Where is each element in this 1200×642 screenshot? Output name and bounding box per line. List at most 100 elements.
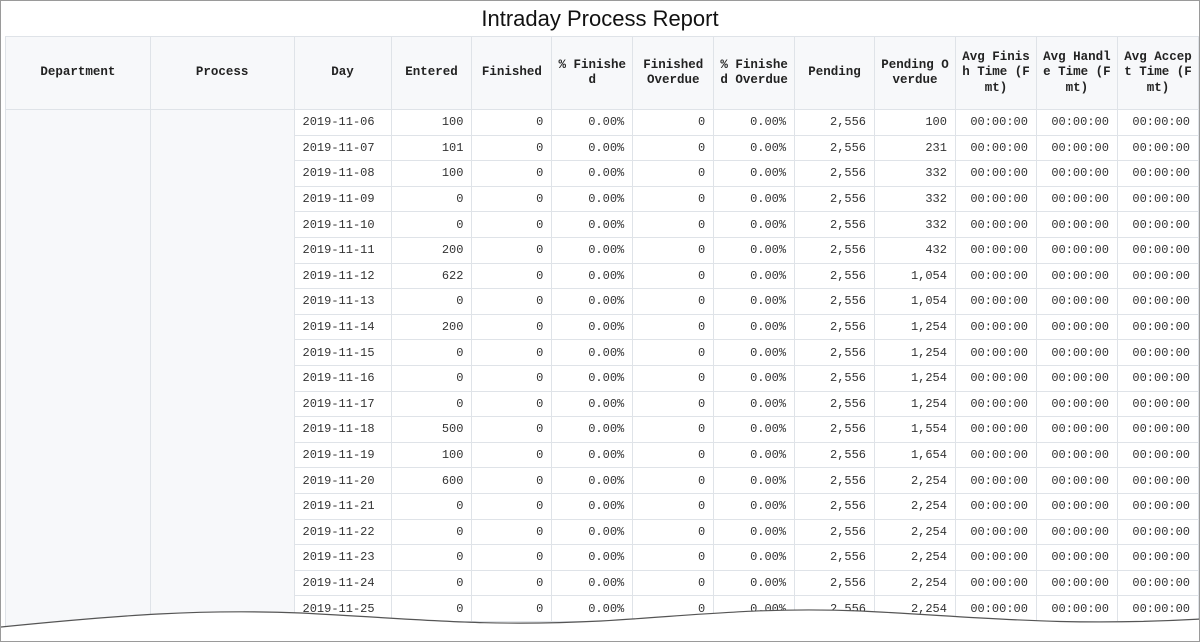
header-row: Department Process Day Entered Finished … (5, 36, 1199, 110)
table-cell: 00:00:00 (1116, 595, 1199, 622)
torn-edge (1, 609, 1199, 641)
day-cell: 2019-11-19 (293, 441, 392, 469)
table-cell: 0.00% (713, 492, 796, 520)
column-header[interactable]: Avg Handle Time (Fmt) (1035, 36, 1118, 110)
table-cell: 00:00:00 (954, 518, 1037, 546)
table-cell: 0 (471, 518, 553, 546)
table-cell: 0 (632, 416, 715, 443)
table-cell: 00:00:00 (954, 467, 1037, 494)
table-cell: 0.00% (551, 262, 634, 290)
table-cell: 00:00:00 (954, 160, 1037, 187)
column-header[interactable]: Pending Overdue (874, 36, 956, 110)
table-cell: 00:00:00 (954, 390, 1037, 418)
table-cell: 0 (632, 390, 715, 418)
table-cell: 00:00:00 (1116, 211, 1199, 238)
table-cell: 00:00:00 (954, 211, 1037, 238)
table-cell: 0.00% (713, 211, 796, 238)
table-cell: 2,556 (794, 288, 876, 315)
table-cell: 0 (471, 467, 553, 494)
table-cell: 00:00:00 (1035, 313, 1118, 341)
table-cell: 1,254 (874, 390, 956, 418)
table-row: 2019-11-13 0 0 0.00% 0 0.00% 2,556 1,054 00:00:0… (6, 288, 1199, 315)
table-cell: 00:00:00 (1116, 390, 1199, 418)
table-row: 2019-11-20 600 0 0.00% 0 0.00% 2,556 2,254 00:00… (6, 467, 1199, 494)
table-cell: 00:00:00 (1116, 288, 1199, 315)
day-cell: 2019-11-23 (293, 544, 392, 571)
table-cell: 200 (390, 313, 473, 341)
table-row: 2019-11-10 0 0 0.00% 0 0.00% 2,556 332 00:00:00 0… (6, 211, 1199, 238)
table-cell: 00:00:00 (1116, 441, 1199, 469)
table-cell: 0 (390, 364, 473, 392)
table-cell: 0.00% (551, 364, 634, 392)
table-cell: 0 (632, 364, 715, 392)
table-cell: 0 (390, 569, 473, 597)
table-cell: 0 (632, 492, 715, 520)
table-cell: 2,556 (794, 339, 876, 366)
table-cell: 0 (471, 544, 553, 571)
table-row: 2019-11-07 101 0 0.00% 0 0.00% 2,556 231 00:00:0… (6, 134, 1199, 162)
column-header[interactable]: Pending (794, 36, 876, 110)
table-cell: 2,254 (874, 492, 956, 520)
table-cell: 00:00:00 (1116, 467, 1199, 494)
table-row: 2019-11-14 200 0 0.00% 0 0.00% 2,556 1,254 00:00… (6, 313, 1199, 341)
column-header[interactable]: % Finished (551, 36, 634, 110)
column-header[interactable]: Finished (471, 36, 553, 110)
column-header[interactable]: Entered (390, 36, 473, 110)
table-cell: 0.00% (551, 595, 634, 622)
table-cell: 00:00:00 (954, 262, 1037, 290)
table-cell: 00:00:00 (1035, 109, 1118, 136)
table-cell: 0 (632, 185, 715, 213)
column-header[interactable]: Process (149, 36, 295, 110)
table-cell: 0 (632, 160, 715, 187)
table-cell: 00:00:00 (954, 492, 1037, 520)
column-header[interactable]: Finished Overdue (632, 36, 715, 110)
table-cell: 2,556 (794, 416, 876, 443)
table-cell: 2,556 (794, 134, 876, 162)
table-cell: 0 (471, 160, 553, 187)
table-cell: 00:00:00 (1116, 160, 1199, 187)
table-cell: 00:00:00 (1116, 339, 1199, 366)
table-cell: 100 (390, 160, 473, 187)
day-cell: 2019-11-09 (293, 185, 392, 213)
table-cell: 0 (471, 313, 553, 341)
table-cell: 0.00% (713, 544, 796, 571)
table-cell: 2,556 (794, 262, 876, 290)
table-cell: 0 (632, 339, 715, 366)
table-cell: 0.00% (713, 339, 796, 366)
department-cell (5, 108, 151, 641)
table-cell: 00:00:00 (1035, 288, 1118, 315)
column-header[interactable]: Avg Accept Time (Fmt) (1116, 36, 1199, 110)
table-cell: 231 (874, 134, 956, 162)
table-cell: 2,556 (794, 236, 876, 264)
table-cell: 0 (390, 211, 473, 238)
table-cell: 0 (390, 492, 473, 520)
table-cell: 500 (390, 416, 473, 443)
column-header[interactable]: Day (293, 36, 392, 110)
table-cell: 2,556 (794, 492, 876, 520)
table-cell: 00:00:00 (1035, 416, 1118, 443)
table-cell: 0.00% (551, 492, 634, 520)
table-row: 2019-11-23 0 0 0.00% 0 0.00% 2,556 2,254 00:00:0… (6, 544, 1199, 571)
day-cell: 2019-11-11 (293, 236, 392, 264)
column-header[interactable]: Avg Finish Time (Fmt) (954, 36, 1037, 110)
column-header[interactable]: Department (5, 36, 151, 110)
table-cell: 0.00% (551, 160, 634, 187)
table-cell: 00:00:00 (954, 185, 1037, 213)
table-cell: 0.00% (713, 134, 796, 162)
table-cell: 2,254 (874, 569, 956, 597)
table-cell: 0 (390, 518, 473, 546)
table-cell: 0 (390, 288, 473, 315)
table-cell: 00:00:00 (1116, 313, 1199, 341)
table-cell: 0 (471, 339, 553, 366)
table-cell: 0.00% (713, 518, 796, 546)
table-cell: 00:00:00 (954, 441, 1037, 469)
table-cell: 1,254 (874, 313, 956, 341)
table-cell: 0 (632, 569, 715, 597)
table-cell: 0.00% (551, 185, 634, 213)
table-cell: 0 (632, 313, 715, 341)
table-cell: 100 (390, 441, 473, 469)
column-header[interactable]: % Finished Overdue (713, 36, 796, 110)
table-cell: 00:00:00 (1116, 416, 1199, 443)
table-cell: 0 (632, 518, 715, 546)
table-cell: 0.00% (551, 134, 634, 162)
